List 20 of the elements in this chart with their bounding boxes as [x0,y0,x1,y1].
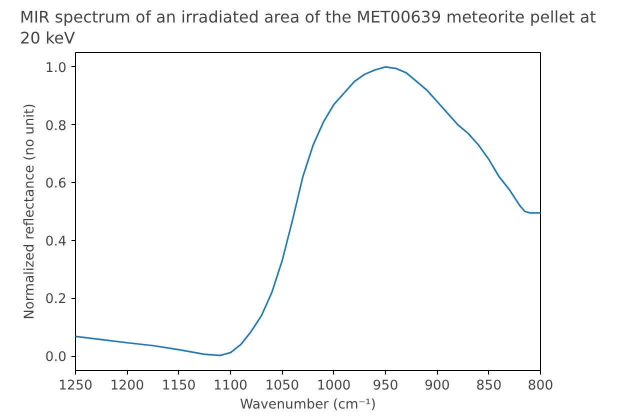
x-tick-label: 1050 [265,378,300,394]
y-tick-label: 0.2 [45,292,67,308]
x-tick-label: 1200 [110,378,144,394]
y-tick-label: 1.0 [45,60,67,76]
x-tick-label: 850 [476,378,502,394]
x-tick-label: 800 [528,378,554,394]
chart-title: MIR spectrum of an irradiated area of the MET00639 meteorite pellet at 20 keV [20,8,596,48]
y-tick-label: 0.8 [45,118,67,134]
x-tick-label: 900 [424,378,450,394]
y-tick-label: 0.4 [45,234,67,250]
x-axis-title: Wavenumber (cm⁻¹) [240,398,376,412]
x-tick-label: 1100 [214,378,248,394]
x-tick-label: 950 [372,378,398,394]
x-tick-label: 1000 [316,378,351,394]
x-tick-label: 1150 [162,378,196,394]
y-axis-title: Normalized reflectance (no unit) [22,104,38,320]
y-tick-label: 0.6 [45,176,67,192]
x-tick-label: 1250 [58,378,92,394]
line-series [76,66,540,356]
y-tick-label: 0.0 [45,350,67,366]
